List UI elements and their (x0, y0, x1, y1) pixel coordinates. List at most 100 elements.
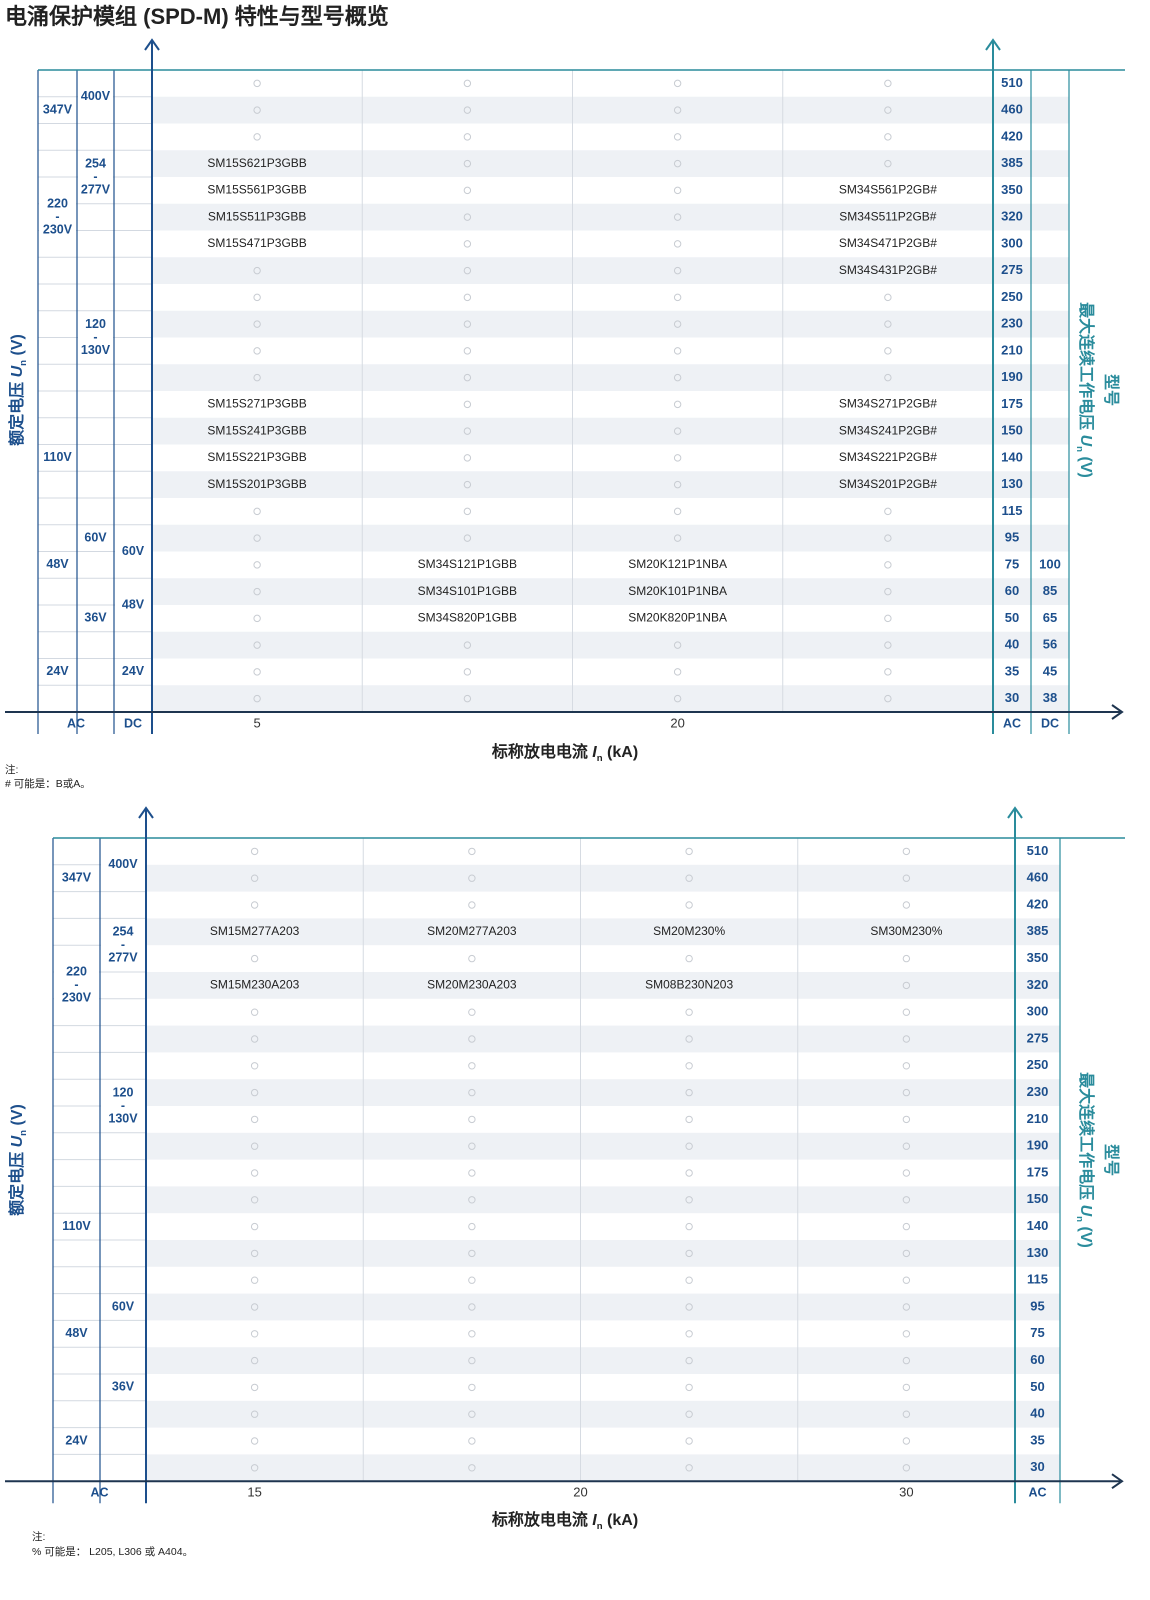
voltage-label: 36V (112, 1380, 135, 1394)
row-stripe (146, 864, 1060, 892)
ac-voltage: 275 (1027, 1030, 1049, 1045)
x-tick-label: 30 (899, 1485, 913, 1500)
ac-voltage: 190 (1027, 1138, 1049, 1153)
model-name: SM34S201P2GB# (839, 477, 937, 491)
label-background (101, 1299, 145, 1315)
label-background (54, 964, 99, 1006)
model-name: SM34S271P2GB# (839, 397, 937, 411)
empty-marker (673, 133, 682, 141)
axis-title-text: 最大连续工作电压 (1077, 1072, 1096, 1204)
empty-marker (468, 901, 476, 909)
empty-marker (902, 981, 911, 990)
voltage-label: 130V (81, 343, 111, 357)
empty-marker (250, 1437, 259, 1445)
row-stripe (146, 1186, 1060, 1214)
note: % 可能是： L205, L306 或 A404。 (32, 1545, 193, 1558)
ac-voltage: 130 (1001, 476, 1023, 491)
empty-marker (253, 694, 261, 703)
empty-marker (250, 1196, 259, 1204)
axis-title-symbol: U (9, 1135, 26, 1147)
empty-marker (902, 1115, 911, 1124)
right-axis-title: 型号 (1102, 1144, 1120, 1176)
empty-marker (685, 1115, 693, 1124)
voltage-label: 277V (81, 182, 111, 196)
empty-marker (253, 373, 261, 382)
axis-title-unit: (V) (9, 1104, 26, 1130)
ac-voltage: 60 (1005, 583, 1019, 598)
voltage-label: 347V (62, 870, 92, 884)
empty-marker (884, 694, 892, 703)
empty-marker (463, 159, 472, 168)
model-name: SM34S101P1GBB (418, 584, 517, 598)
empty-marker (884, 79, 892, 88)
empty-marker (902, 1008, 911, 1016)
empty-marker (250, 847, 259, 856)
empty-marker (468, 1356, 476, 1365)
row-stripe (152, 685, 1069, 712)
empty-marker (884, 133, 892, 141)
axis-title-text: 额定电压 (7, 1147, 26, 1215)
empty-marker (468, 1196, 476, 1204)
dc-voltage: 56 (1043, 637, 1057, 652)
empty-marker (468, 1062, 476, 1070)
empty-marker (884, 614, 892, 623)
empty-marker (253, 641, 261, 649)
ac-voltage: 275 (1001, 262, 1023, 277)
ac-voltage: 30 (1005, 690, 1019, 705)
voltage-label: 48V (46, 557, 69, 571)
model-name: SM15S241P3GBB (207, 423, 306, 437)
column-footer: AC (1028, 1485, 1046, 1499)
ac-voltage: 210 (1027, 1111, 1049, 1126)
x-tick-label: 20 (573, 1485, 587, 1500)
empty-marker (902, 1276, 911, 1284)
empty-marker (884, 641, 892, 649)
axis-title-subscript: n (597, 1521, 603, 1532)
empty-marker (902, 1410, 911, 1418)
empty-marker (253, 668, 261, 676)
model-name: SM34S561P2GB# (839, 183, 937, 197)
empty-marker (673, 320, 682, 328)
empty-marker (673, 400, 682, 409)
row-stripe (146, 1025, 1060, 1053)
ac-voltage: 35 (1030, 1432, 1044, 1447)
empty-marker (902, 874, 911, 882)
label-background (78, 317, 113, 358)
ac-voltage: 250 (1027, 1057, 1049, 1072)
axis-title: 额定电压 Un (V) (7, 1104, 29, 1216)
model-name: SM15M230A203 (210, 978, 300, 992)
note: # 可能是：B或A。 (5, 777, 91, 790)
empty-marker (685, 1383, 693, 1392)
empty-marker (673, 106, 682, 114)
empty-marker (253, 614, 261, 623)
ac-voltage: 50 (1005, 610, 1019, 625)
model-name: SM20K121P1NBA (628, 557, 727, 571)
label-background (101, 924, 145, 966)
empty-marker (902, 1222, 911, 1231)
empty-marker (250, 1410, 259, 1418)
empty-marker (253, 79, 261, 88)
label-background (115, 597, 151, 613)
empty-marker (902, 847, 911, 856)
empty-marker (468, 1383, 476, 1392)
empty-marker (468, 1169, 476, 1177)
empty-marker (685, 1008, 693, 1016)
arrow-head (1111, 704, 1124, 720)
empty-marker (468, 1303, 476, 1311)
label-background (54, 1326, 99, 1342)
row-stripe (146, 1347, 1060, 1374)
empty-marker (250, 1142, 259, 1150)
axis-title-unit: (kA) (603, 1512, 639, 1529)
voltage-label: 130V (108, 1111, 138, 1125)
empty-marker (673, 240, 682, 248)
axis-title-subscript: n (1074, 446, 1085, 452)
empty-marker (468, 874, 476, 882)
empty-marker (884, 534, 892, 542)
empty-marker (468, 1008, 476, 1016)
x-tick-label: 15 (247, 1485, 261, 1500)
ac-voltage: 140 (1001, 449, 1023, 464)
voltage-label: 60V (112, 1299, 135, 1313)
empty-marker (673, 293, 682, 302)
axis-title-text: 额定电压 (7, 377, 26, 445)
empty-marker (902, 1303, 911, 1311)
axis-title-symbol: U (1077, 435, 1094, 447)
